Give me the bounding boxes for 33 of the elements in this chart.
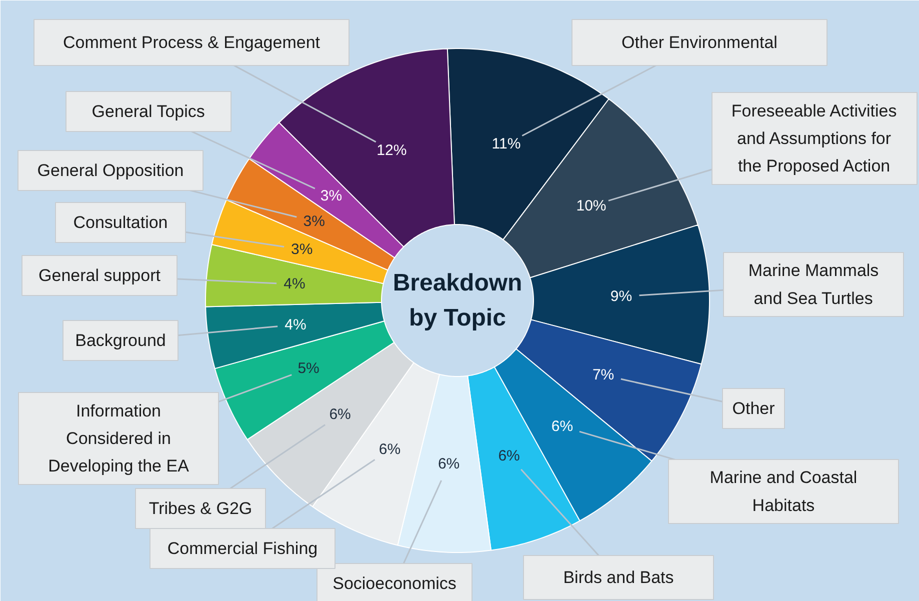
slice-label: Foreseeable Activities and Assumptions for the Proposed Action (731, 101, 897, 176)
data-label: 9% (610, 288, 632, 305)
slice-label: Other Environmental (622, 33, 778, 52)
data-label: 6% (438, 456, 460, 473)
slice-label: Background (75, 331, 166, 350)
slice-label: Information Considered in Developing the EA (48, 401, 190, 476)
data-label: 10% (576, 197, 606, 214)
data-label: 4% (284, 316, 306, 334)
data-label: 6% (498, 447, 520, 464)
slice-label: Comment Process & Engagement (62, 33, 320, 52)
slice-label: Socioeconomics (332, 574, 456, 593)
slice-label: Birds and Bats (563, 568, 674, 587)
slice-label: Tribes & G2G (148, 499, 252, 518)
data-label: 11% (492, 136, 521, 153)
slice-label: Commercial Fishing (167, 539, 318, 558)
slice-label: Consultation (73, 213, 168, 232)
text: Breakdown by Topic (392, 269, 522, 332)
data-label: 7% (592, 366, 614, 384)
data-label: 4% (284, 276, 306, 293)
slice-label: General Opposition (37, 161, 184, 180)
data-label: 6% (329, 406, 351, 424)
data-label: 3% (320, 188, 342, 205)
slice-label: Marine Mammals and Sea Turtles (748, 261, 879, 308)
slice-label: Marine and Coastal Habitats (710, 468, 858, 515)
data-label: 6% (378, 441, 401, 458)
slice-label: General support (38, 266, 161, 285)
slice-label: Other (732, 399, 776, 418)
data-label: 3% (291, 240, 313, 258)
data-label: 12% (376, 142, 407, 159)
slice-label: General Topics (92, 102, 205, 121)
data-label: 3% (303, 212, 325, 230)
data-label: 6% (551, 418, 574, 435)
data-label: 5% (298, 360, 320, 378)
